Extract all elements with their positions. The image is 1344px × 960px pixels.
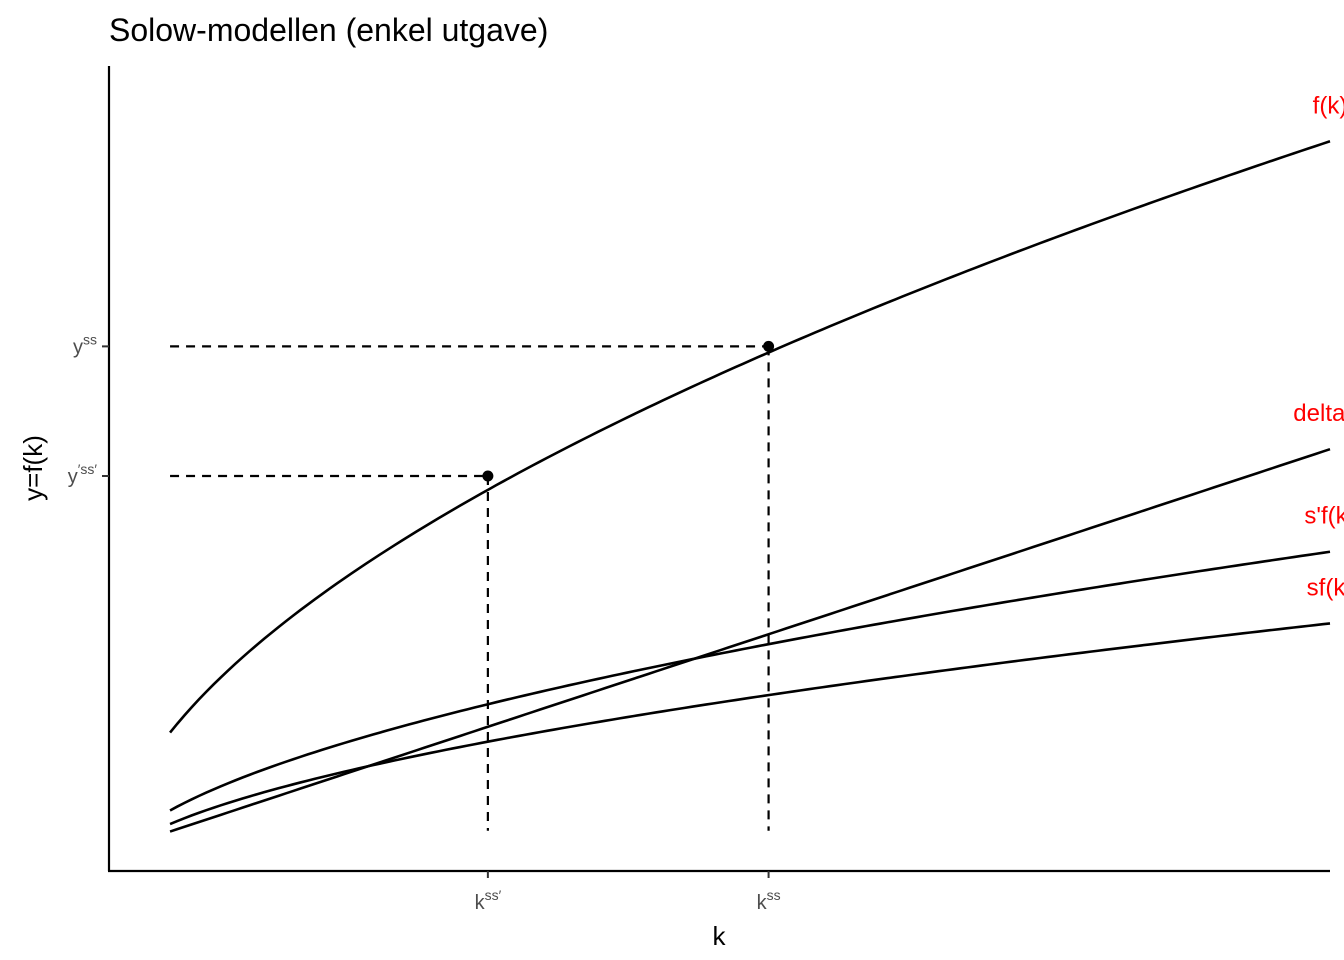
curve-label-3: sf(k): [1307, 574, 1344, 601]
steady-state-points: [482, 340, 775, 482]
curve-0: [169, 140, 1331, 734]
chart-title: Solow-modellen (enkel utgave): [109, 12, 548, 48]
curve-label-1: delta*k: [1293, 400, 1344, 427]
x-tick-label-0: kss′: [475, 887, 502, 914]
curves: [169, 140, 1331, 833]
curve-2: [169, 550, 1331, 812]
steady-state-guides: [170, 345, 770, 831]
curve-label-2: s'f(k): [1304, 503, 1344, 530]
x-axis-title: k: [713, 921, 727, 951]
y-tick-label-0: yss: [73, 331, 97, 358]
y-axis-title: y=f(k): [18, 435, 48, 501]
steady-state-point-1: [763, 340, 775, 352]
curve-label-0: f(k): [1313, 92, 1344, 119]
x-tick-label-1: kss: [757, 887, 781, 914]
axis-ticks: kss′ kss yss y′ss′: [68, 331, 781, 914]
curve-1: [169, 447, 1331, 833]
curve-labels: f(k) delta*k s'f(k) sf(k): [1293, 92, 1344, 601]
steady-state-point-0: [482, 470, 494, 482]
curve-3: [169, 622, 1331, 826]
y-tick-label-1: y′ss′: [68, 461, 98, 488]
